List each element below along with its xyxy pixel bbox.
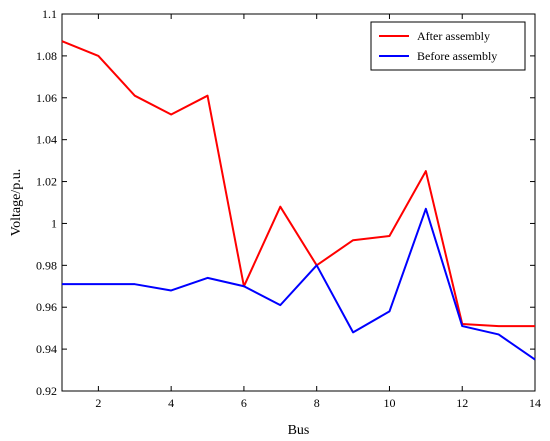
y-tick-label: 1.02 xyxy=(36,175,57,189)
legend: After assembly Before assembly xyxy=(370,21,526,71)
y-tick-label: 1.08 xyxy=(36,49,57,63)
x-tick-label: 10 xyxy=(383,396,395,410)
y-tick-label: 1.06 xyxy=(36,91,57,105)
series-line-after-assembly xyxy=(61,40,535,328)
x-tick-label: 6 xyxy=(241,396,247,410)
y-axis-title: Voltage/p.u. xyxy=(9,169,24,236)
plot-border xyxy=(61,13,536,392)
plot-frame xyxy=(61,13,536,392)
y-tick-label: 1 xyxy=(51,216,57,230)
series-line-before-assembly xyxy=(62,207,536,361)
x-axis-title: Bus xyxy=(288,423,310,438)
legend-label: Before assembly xyxy=(417,49,497,63)
y-tick-label: 1.04 xyxy=(36,133,57,147)
axis-ticks: 2 4 6 8 10 12 14 0.92 0.94 0.96 0.98 1 1.02 1.04 1.06 1… xyxy=(36,7,541,410)
x-tick-label: 12 xyxy=(456,396,468,410)
y-tick-label: 1.1 xyxy=(42,7,57,21)
legend-label: After assembly xyxy=(417,29,490,43)
y-tick-label: 0.94 xyxy=(36,342,57,356)
legend-box xyxy=(370,21,526,71)
x-tick-label: 2 xyxy=(95,396,101,410)
x-tick-label: 14 xyxy=(529,396,541,410)
series-lines xyxy=(61,40,536,361)
y-tick-label: 0.98 xyxy=(36,258,57,272)
y-tick-label: 0.92 xyxy=(36,384,57,398)
x-tick-label: 4 xyxy=(168,396,174,410)
x-tick-label: 8 xyxy=(314,396,320,410)
y-tick-label: 0.96 xyxy=(36,300,57,314)
